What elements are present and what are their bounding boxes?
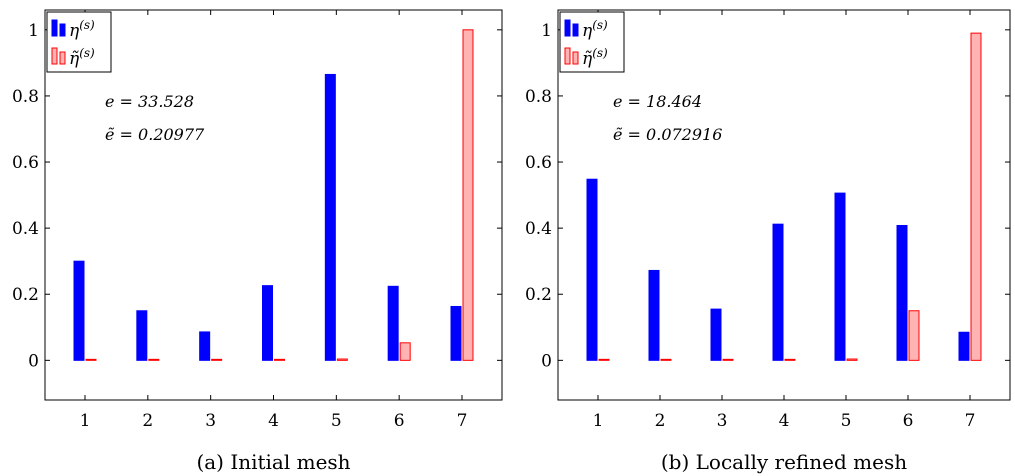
legend-swatch: [59, 23, 66, 37]
y-tick-label: 0.4: [12, 219, 39, 239]
bar-series-1-cat-1: [586, 178, 598, 361]
bar-series-2-cat-3: [722, 358, 734, 361]
subfigure-caption: (b) Locally refined mesh: [661, 450, 907, 474]
x-tick-label: 3: [717, 411, 728, 431]
annotation-text: ẽ = 0.20977: [105, 125, 205, 144]
bar-series-2-cat-2: [148, 358, 160, 361]
annotation-text: e = 18.464: [613, 92, 702, 111]
x-tick-label: 5: [331, 411, 342, 431]
y-tick-label: 0: [28, 351, 39, 371]
x-tick-label: 1: [80, 411, 91, 431]
plot-area-frame: [44, 9, 503, 401]
bar-series-2-cat-4: [784, 358, 796, 361]
x-tick-label: 2: [655, 411, 666, 431]
y-tick-label: 0.2: [12, 285, 39, 305]
bar-series-1-cat-7: [958, 331, 970, 361]
x-tick-label: 7: [965, 411, 976, 431]
x-tick-label: 1: [593, 411, 604, 431]
y-tick-label: 0.6: [525, 153, 552, 173]
legend-label: η̃(s): [69, 46, 95, 69]
bar-series-1-cat-6: [896, 224, 908, 361]
y-tick-label: 1: [541, 21, 552, 41]
y-tick-label: 1: [28, 21, 39, 41]
bar-series-2-cat-6: [908, 310, 920, 361]
y-tick-label: 0.8: [525, 87, 552, 107]
bar-series-1-cat-4: [772, 223, 784, 361]
bar-series-1-cat-3: [710, 308, 722, 361]
x-tick-label: 6: [394, 411, 405, 431]
bar-series-1-cat-5: [834, 192, 846, 361]
x-tick-label: 7: [457, 411, 468, 431]
bar-series-2-cat-5: [846, 358, 858, 361]
x-tick-label: 5: [841, 411, 852, 431]
chart-panel-2: 0 0.2 0.4 0.6 0.8 1 1 2 3 4 5 6 7 e = 18.464 ẽ = 0.072…: [525, 9, 1011, 474]
legend-swatch: [51, 47, 58, 65]
y-tick-label: 0.6: [12, 153, 39, 173]
legend-swatch: [51, 19, 58, 37]
y-tick-label: 0.2: [525, 285, 552, 305]
legend-swatch: [572, 51, 579, 65]
legend-swatch: [59, 51, 66, 65]
legend-label: η(s): [582, 18, 608, 41]
legend-swatch: [564, 19, 571, 37]
legend-label: η̃(s): [582, 46, 608, 69]
legend-swatch: [572, 23, 579, 37]
x-tick-label: 2: [142, 411, 153, 431]
annotation-text: ẽ = 0.072916: [613, 125, 722, 144]
bar-series-2-cat-4: [274, 358, 285, 361]
legend-box: [46, 11, 112, 73]
bar-series-1-cat-1: [73, 260, 85, 361]
bar-series-1-cat-2: [648, 269, 660, 361]
legend-swatch: [564, 47, 571, 65]
bar-series-2-cat-7: [462, 29, 474, 361]
x-tick-label: 4: [268, 411, 279, 431]
chart-panel-1: 0 0.2 0.4 0.6 0.8 1 1 2 3 4 5 6 7 e = 33.528 ẽ = 0.209…: [12, 9, 503, 474]
x-tick-label: 3: [205, 411, 216, 431]
bar-series-1-cat-7: [450, 305, 462, 361]
plot-area-frame: [557, 9, 1011, 401]
bar-series-1-cat-3: [199, 331, 211, 361]
bar-series-1-cat-4: [262, 285, 273, 361]
bar-series-2-cat-3: [211, 358, 223, 361]
bar-series-1-cat-2: [136, 310, 148, 361]
bar-series-2-cat-5: [336, 358, 348, 361]
x-tick-label: 6: [903, 411, 914, 431]
bar-series-2-cat-6: [399, 342, 411, 361]
legend-label: η(s): [69, 18, 95, 41]
bar-series-2-cat-1: [85, 358, 97, 361]
y-tick-label: 0.4: [525, 219, 552, 239]
bar-series-2-cat-2: [660, 358, 672, 361]
annotation-text: e = 33.528: [105, 92, 194, 111]
bar-series-2-cat-1: [598, 358, 610, 361]
bar-series-1-cat-5: [324, 73, 336, 361]
x-tick-label: 4: [779, 411, 790, 431]
subfigure-caption: (a) Initial mesh: [196, 450, 350, 474]
bar-series-2-cat-7: [970, 32, 982, 361]
y-tick-label: 0: [541, 351, 552, 371]
y-tick-label: 0.8: [12, 87, 39, 107]
legend-box: [559, 11, 625, 73]
bar-series-1-cat-6: [387, 285, 399, 361]
